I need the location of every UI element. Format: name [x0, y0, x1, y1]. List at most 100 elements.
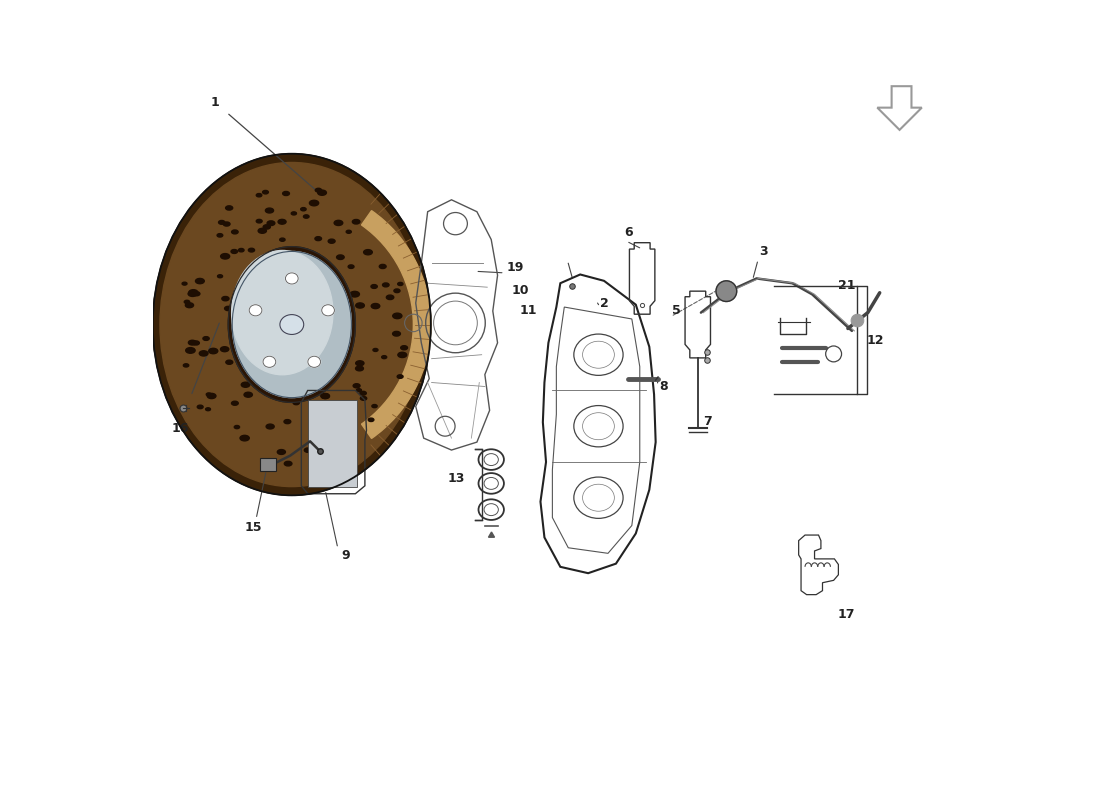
Ellipse shape: [342, 429, 349, 433]
Ellipse shape: [304, 215, 309, 218]
Ellipse shape: [188, 291, 197, 297]
Ellipse shape: [194, 292, 200, 296]
Ellipse shape: [400, 346, 407, 350]
Ellipse shape: [372, 405, 377, 408]
Ellipse shape: [368, 418, 374, 422]
Ellipse shape: [231, 250, 238, 254]
Ellipse shape: [192, 341, 199, 345]
Ellipse shape: [308, 356, 320, 367]
Text: 9: 9: [342, 549, 351, 562]
Ellipse shape: [342, 437, 351, 442]
Ellipse shape: [393, 331, 400, 336]
Ellipse shape: [398, 352, 407, 358]
Ellipse shape: [263, 356, 276, 367]
Ellipse shape: [321, 394, 330, 398]
Ellipse shape: [356, 389, 362, 392]
Ellipse shape: [321, 305, 334, 316]
Ellipse shape: [256, 219, 262, 223]
Text: 15: 15: [244, 521, 262, 534]
Text: 7: 7: [703, 415, 712, 429]
Polygon shape: [308, 400, 358, 487]
Ellipse shape: [209, 348, 218, 354]
Text: 19: 19: [506, 262, 524, 274]
Ellipse shape: [286, 273, 298, 284]
Ellipse shape: [315, 237, 321, 241]
Ellipse shape: [300, 207, 306, 211]
Ellipse shape: [284, 419, 290, 424]
Ellipse shape: [223, 222, 230, 226]
Ellipse shape: [202, 337, 209, 341]
Text: 3: 3: [759, 245, 768, 258]
Ellipse shape: [393, 313, 402, 318]
Ellipse shape: [196, 278, 205, 284]
Ellipse shape: [346, 230, 351, 234]
Ellipse shape: [229, 246, 355, 402]
Ellipse shape: [284, 462, 292, 466]
Ellipse shape: [184, 364, 189, 367]
Ellipse shape: [382, 356, 387, 358]
Ellipse shape: [153, 154, 431, 495]
Ellipse shape: [263, 225, 271, 229]
Ellipse shape: [219, 221, 224, 224]
Ellipse shape: [397, 374, 403, 378]
Ellipse shape: [334, 220, 343, 226]
Ellipse shape: [386, 295, 394, 299]
Ellipse shape: [224, 306, 232, 310]
Ellipse shape: [267, 221, 275, 226]
Circle shape: [851, 314, 864, 327]
Ellipse shape: [292, 212, 297, 215]
Ellipse shape: [309, 200, 319, 206]
Ellipse shape: [355, 303, 364, 308]
Ellipse shape: [315, 412, 320, 414]
Ellipse shape: [279, 314, 304, 334]
Ellipse shape: [348, 438, 353, 442]
Text: 5: 5: [672, 304, 681, 317]
Ellipse shape: [258, 228, 266, 234]
Ellipse shape: [221, 254, 230, 259]
Ellipse shape: [355, 361, 364, 366]
Ellipse shape: [197, 405, 204, 409]
Ellipse shape: [353, 384, 360, 388]
Ellipse shape: [199, 350, 208, 356]
Ellipse shape: [311, 452, 316, 455]
Ellipse shape: [232, 251, 351, 398]
Text: 10: 10: [512, 283, 529, 297]
Ellipse shape: [371, 285, 377, 288]
Text: 21: 21: [837, 278, 855, 292]
Ellipse shape: [364, 250, 372, 255]
Ellipse shape: [283, 191, 289, 195]
Circle shape: [716, 281, 737, 302]
Ellipse shape: [256, 194, 262, 197]
Ellipse shape: [305, 448, 311, 452]
Ellipse shape: [265, 208, 274, 213]
Ellipse shape: [383, 283, 389, 287]
Text: 11: 11: [520, 304, 537, 317]
Ellipse shape: [263, 190, 268, 194]
Ellipse shape: [231, 402, 239, 406]
Ellipse shape: [239, 249, 244, 252]
Ellipse shape: [355, 366, 363, 371]
Ellipse shape: [321, 394, 329, 398]
Text: 17: 17: [837, 609, 855, 622]
Ellipse shape: [266, 424, 274, 429]
Ellipse shape: [249, 248, 254, 252]
Ellipse shape: [188, 340, 196, 345]
Ellipse shape: [316, 188, 321, 192]
Ellipse shape: [226, 360, 233, 364]
Ellipse shape: [207, 393, 211, 396]
Ellipse shape: [270, 462, 276, 466]
Ellipse shape: [226, 206, 233, 210]
Text: 13: 13: [448, 472, 465, 485]
Ellipse shape: [207, 394, 216, 398]
Ellipse shape: [232, 230, 238, 234]
Ellipse shape: [241, 382, 250, 387]
Ellipse shape: [293, 401, 299, 405]
Ellipse shape: [185, 300, 189, 303]
Ellipse shape: [218, 274, 222, 278]
Ellipse shape: [232, 250, 333, 374]
Ellipse shape: [279, 238, 285, 242]
Ellipse shape: [379, 265, 386, 269]
Ellipse shape: [189, 290, 198, 295]
Ellipse shape: [348, 265, 354, 269]
Text: 16: 16: [172, 422, 188, 434]
